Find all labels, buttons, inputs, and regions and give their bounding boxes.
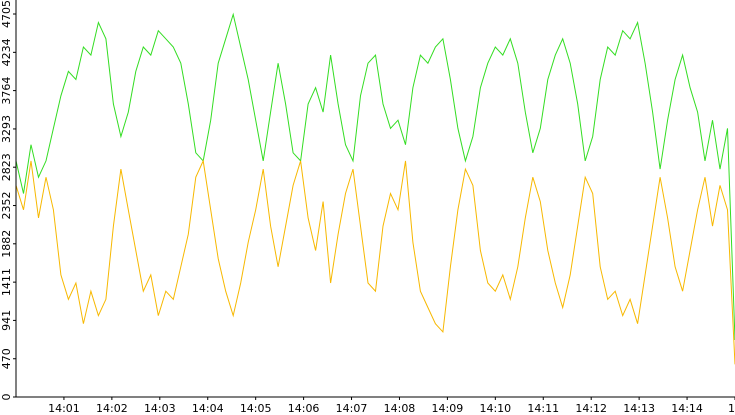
x-tick-label: 14:04 (192, 402, 224, 415)
x-tick-label: 14:07 (336, 402, 368, 415)
y-tick-label: 4234 (0, 38, 13, 66)
x-tick-label: 14:11 (527, 402, 559, 415)
y-tick-label: 3293 (0, 115, 13, 143)
x-tick-label: 14:03 (144, 402, 176, 415)
x-tick-label: 14:06 (288, 402, 320, 415)
y-tick-label: 470 (0, 348, 13, 369)
y-tick-label: 1411 (0, 268, 13, 296)
x-tick-label: 14:08 (384, 402, 416, 415)
y-tick-label: 3764 (0, 77, 13, 105)
series-line (15, 12, 735, 341)
x-tick-label: 14:05 (240, 402, 272, 415)
x-tick-label: 14:10 (479, 402, 511, 415)
x-tick-label: 14 (728, 402, 735, 415)
series-line (15, 159, 735, 365)
x-tick-label: 14:01 (48, 402, 80, 415)
y-tick-label: 0 (0, 394, 13, 401)
y-tick-label: 2823 (0, 153, 13, 181)
x-tick-label: 14:13 (623, 402, 655, 415)
y-tick-label: 4705 (0, 0, 13, 28)
y-tick-label: 2352 (0, 192, 13, 220)
y-tick-label: 941 (0, 310, 13, 331)
y-tick-label: 1882 (0, 230, 13, 258)
x-tick-label: 14:09 (432, 402, 464, 415)
x-tick-label: 14:12 (575, 402, 607, 415)
x-tick-label: 14:14 (671, 402, 703, 415)
x-tick-label: 14:02 (96, 402, 128, 415)
